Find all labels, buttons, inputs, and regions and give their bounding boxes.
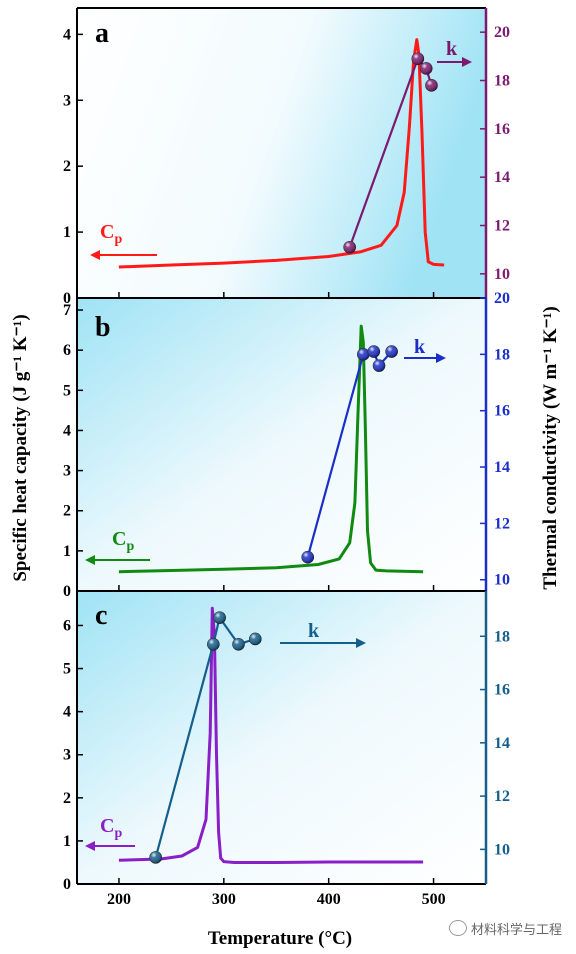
- left-tick-label: 2: [63, 790, 71, 807]
- left-tick-label: 0: [63, 583, 71, 600]
- k-annotation: k: [446, 38, 458, 60]
- left-tick-label: 4: [63, 26, 71, 43]
- x-axis-label: Temperature (°C): [208, 928, 352, 949]
- panel-background: [77, 298, 486, 591]
- left-tick-label: 1: [63, 224, 71, 241]
- k-point-shading: [367, 345, 380, 358]
- x-tick-label: 300: [212, 891, 236, 908]
- k-point-shading: [373, 359, 386, 372]
- k-point-shading: [385, 345, 398, 358]
- right-tick-label: 16: [494, 682, 510, 699]
- cp-annotation-subscript: p: [114, 826, 122, 841]
- y-axis-label-left: Specific heat capacity (J g⁻¹ K⁻¹): [10, 314, 31, 581]
- right-tick-label: 10: [494, 266, 510, 283]
- right-tick-label: 18: [494, 628, 510, 645]
- right-tick-label: 18: [494, 73, 510, 90]
- left-tick-label: 3: [63, 747, 71, 764]
- right-tick-label: 14: [494, 735, 510, 752]
- y-axis-label-right: Thermal conductivity (W m⁻¹ K⁻¹): [540, 306, 561, 589]
- cp-curve: [118, 606, 424, 864]
- k-arrow-head: [436, 353, 446, 363]
- x-tick-label: 200: [107, 891, 131, 908]
- left-tick-label: 3: [63, 463, 71, 480]
- right-tick-label: 20: [494, 24, 510, 41]
- k-arrow-head: [356, 638, 366, 648]
- panel-label: a: [95, 18, 109, 49]
- panel-label: b: [95, 312, 111, 343]
- cp-annotation-subscript: p: [126, 539, 134, 554]
- left-tick-label: 2: [63, 158, 71, 175]
- x-tick-label: 400: [317, 891, 341, 908]
- left-tick-label: 6: [63, 617, 71, 634]
- k-annotation: k: [414, 336, 426, 358]
- left-tick-label: 2: [63, 503, 71, 520]
- wechat-icon: [448, 920, 467, 936]
- right-tick-label: 18: [494, 346, 510, 363]
- left-tick-label: 7: [63, 302, 71, 319]
- panels: 01234101214161820aCpk0123456710121416182…: [63, 7, 510, 908]
- k-arrow-head: [462, 57, 472, 67]
- k-point-shading: [232, 638, 245, 651]
- left-tick-label: 0: [63, 290, 71, 307]
- panel-label: c: [95, 600, 107, 631]
- cp-arrow-head: [85, 841, 95, 851]
- watermark-text: 材料科学与工程: [470, 923, 562, 938]
- k-point-shading: [357, 348, 370, 361]
- k-point-shading: [149, 851, 162, 864]
- left-tick-label: 5: [63, 382, 71, 399]
- left-tick-label: 6: [63, 342, 71, 359]
- left-tick-label: 1: [63, 543, 71, 560]
- left-tick-label: 3: [63, 92, 71, 109]
- watermark: 材料科学与工程: [448, 919, 562, 938]
- left-tick-label: 1: [63, 833, 71, 850]
- cp-curve: [118, 324, 424, 574]
- right-tick-label: 10: [494, 572, 510, 589]
- k-point-shading: [411, 52, 424, 65]
- k-point-shading: [207, 638, 220, 651]
- cp-arrow-head: [85, 555, 95, 565]
- right-tick-label: 10: [494, 841, 510, 858]
- right-tick-label: 12: [494, 788, 510, 805]
- left-tick-label: 5: [63, 661, 71, 678]
- panel-background: [77, 591, 486, 884]
- k-point-shading: [420, 62, 433, 75]
- k-point-shading: [301, 551, 314, 564]
- right-tick-label: 20: [494, 290, 510, 307]
- right-tick-label: 12: [494, 218, 510, 235]
- k-annotation: k: [308, 620, 320, 642]
- right-tick-label: 14: [494, 169, 510, 186]
- right-tick-label: 16: [494, 121, 510, 138]
- k-point-shading: [249, 632, 262, 645]
- right-tick-label: 12: [494, 515, 510, 532]
- left-tick-label: 0: [63, 876, 71, 893]
- k-point-shading: [343, 241, 356, 254]
- k-point-shading: [213, 611, 226, 624]
- left-tick-label: 4: [63, 422, 71, 439]
- cp-curve: [118, 38, 445, 269]
- k-line: [348, 57, 433, 248]
- cp-annotation-subscript: p: [114, 232, 122, 247]
- left-tick-label: 4: [63, 704, 71, 721]
- x-tick-label: 500: [422, 891, 446, 908]
- right-tick-label: 16: [494, 403, 510, 420]
- right-tick-label: 14: [494, 459, 510, 476]
- k-point-shading: [425, 79, 438, 92]
- cp-arrow-head: [90, 250, 100, 260]
